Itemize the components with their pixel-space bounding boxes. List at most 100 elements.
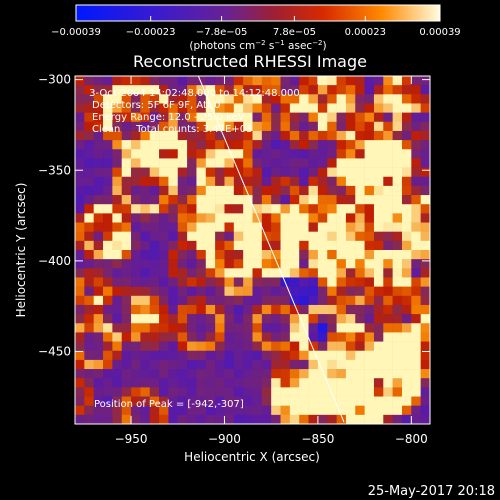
image-pixel: [224, 240, 235, 251]
image-pixel: [205, 167, 216, 178]
image-pixel: [308, 295, 319, 306]
image-pixel: [373, 222, 384, 232]
image-pixel: [261, 204, 272, 214]
image-pixel: [159, 286, 169, 297]
image-pixel: [373, 76, 384, 86]
image-pixel: [112, 341, 123, 352]
image-pixel: [401, 405, 412, 416]
image-pixel: [121, 314, 132, 324]
image-pixel: [401, 359, 412, 370]
image-pixel: [308, 130, 319, 141]
image-pixel: [149, 387, 160, 397]
image-pixel: [364, 369, 375, 379]
image-pixel: [355, 414, 365, 424]
image-pixel: [103, 405, 113, 416]
image-pixel: [93, 332, 104, 342]
image-pixel: [355, 323, 365, 333]
image-pixel: [345, 268, 356, 278]
image-pixel: [355, 341, 365, 352]
image-pixel: [233, 240, 244, 251]
image-pixel: [336, 387, 347, 397]
image-pixel: [327, 405, 337, 416]
image-pixel: [345, 387, 356, 397]
image-pixel: [84, 250, 94, 260]
image-pixel: [420, 387, 430, 397]
image-pixel: [364, 387, 375, 397]
image-pixel: [327, 286, 337, 297]
image-pixel: [420, 323, 430, 333]
image-pixel: [364, 277, 375, 287]
image-pixel: [420, 405, 430, 416]
image-pixel: [196, 176, 207, 187]
image-pixel: [168, 158, 179, 168]
image-pixel: [93, 277, 104, 287]
image-pixel: [121, 240, 132, 251]
image-pixel: [187, 76, 197, 86]
image-pixel: [355, 378, 365, 388]
image-pixel: [261, 185, 272, 196]
image-pixel: [93, 176, 104, 187]
image-pixel: [383, 222, 393, 232]
image-pixel: [280, 332, 291, 342]
image-pixel: [112, 103, 123, 113]
image-pixel: [345, 304, 356, 315]
image-pixel: [299, 350, 309, 361]
image-pixel: [401, 350, 412, 361]
image-pixel: [131, 350, 141, 361]
image-pixel: [261, 140, 272, 150]
image-pixel: [383, 332, 393, 342]
image-pixel: [149, 250, 160, 260]
image-pixel: [224, 185, 235, 196]
x-tick-label: −850: [301, 432, 334, 446]
image-pixel: [299, 405, 309, 416]
colorbar-tick-label: 7.8e−05: [273, 27, 316, 38]
image-pixel: [224, 94, 235, 104]
image-pixel: [149, 176, 160, 187]
image-pixels: [75, 76, 430, 424]
image-pixel: [373, 231, 384, 242]
image-pixel: [159, 222, 169, 232]
image-pixel: [420, 213, 430, 223]
image-pixel: [112, 176, 123, 187]
image-pixel: [252, 396, 263, 406]
image-pixel: [411, 341, 421, 352]
image-pixel: [233, 295, 244, 306]
image-pixel: [103, 204, 113, 214]
image-pixel: [224, 195, 235, 205]
image-pixel: [84, 350, 94, 361]
image-pixel: [205, 332, 216, 342]
image-pixel: [177, 176, 188, 187]
image-pixel: [252, 121, 263, 132]
image-pixel: [131, 130, 141, 141]
image-pixel: [271, 76, 281, 86]
image-pixel: [289, 112, 300, 123]
image-pixel: [233, 121, 244, 132]
image-pixel: [252, 76, 263, 86]
image-pixel: [411, 314, 421, 324]
image-pixel: [159, 323, 169, 333]
image-pixel: [364, 268, 375, 278]
image-pixel: [355, 359, 365, 370]
image-pixel: [140, 149, 151, 159]
image-pixel: [196, 396, 207, 406]
image-pixel: [401, 204, 412, 214]
image-pixel: [112, 369, 123, 379]
image-pixel: [131, 387, 141, 397]
image-pixel: [373, 167, 384, 178]
image-pixel: [168, 85, 179, 95]
image-pixel: [140, 121, 151, 132]
image-pixel: [336, 167, 347, 178]
image-pixel: [187, 378, 197, 388]
image-pixel: [252, 213, 263, 223]
image-pixel: [261, 359, 272, 370]
image-pixel: [159, 176, 169, 187]
image-pixel: [336, 414, 347, 424]
image-pixel: [196, 76, 207, 86]
image-pixel: [84, 341, 94, 352]
annotation-time-range: 3-Oct-2004 14:02:48.000 to 14:12:48.000: [86, 88, 300, 99]
image-pixel: [317, 314, 328, 324]
image-pixel: [205, 405, 216, 416]
image-pixel: [420, 76, 430, 86]
image-pixel: [299, 121, 309, 132]
image-pixel: [112, 140, 123, 150]
